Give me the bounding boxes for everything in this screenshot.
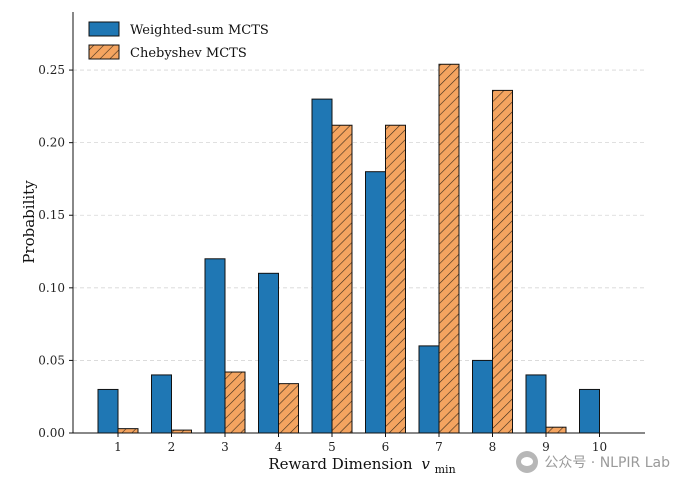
bar-weighted-6	[365, 171, 386, 434]
y-tick-label-2: 0.10	[38, 281, 65, 295]
bar-weighted-7	[418, 345, 440, 434]
bar-chebyshev-8	[492, 89, 513, 434]
bar-weighted-8	[472, 359, 493, 434]
bar-chebyshev-1	[117, 428, 139, 434]
watermark-text: 公众号 · NLPIR Lab	[544, 455, 670, 471]
bar-chebyshev-7	[438, 63, 460, 434]
bar-weighted-2	[151, 374, 172, 434]
gridlines	[73, 69, 645, 361]
y-tick-label-4: 0.20	[38, 136, 65, 150]
legend: Weighted-sum MCTS Chebyshev MCTS	[88, 21, 269, 61]
y-ticks: 0.00 0.05 0.10 0.15 0.20 0.25	[38, 63, 73, 440]
x-tick-label-2: 2	[168, 440, 176, 454]
x-axis-label-text: Reward Dimension	[268, 455, 413, 473]
x-tick-label-1: 1	[114, 440, 122, 454]
bar-weighted-1	[97, 388, 119, 434]
y-tick-label-5: 0.25	[38, 63, 65, 77]
y-tick-label-0: 0.00	[38, 426, 65, 440]
x-axis-label-var: v	[421, 455, 430, 473]
bar-chebyshev-9	[545, 426, 567, 434]
legend-swatch-weighted	[88, 21, 120, 37]
x-tick-label-5: 5	[328, 440, 336, 454]
y-tick-label-3: 0.15	[38, 208, 65, 222]
bar-weighted-9	[525, 374, 547, 434]
x-axis-label: Reward Dimension v min	[268, 455, 455, 476]
x-axis-label-sub: min	[435, 463, 456, 476]
bars	[97, 63, 600, 434]
y-axis-label: Probability	[20, 180, 38, 264]
bar-weighted-3	[204, 258, 226, 434]
x-tick-label-10: 10	[592, 440, 607, 454]
x-ticks: 1 2 3 4 5 6 7 8 9 10	[114, 433, 607, 454]
x-tick-label-6: 6	[382, 440, 390, 454]
legend-swatch-chebyshev	[88, 44, 120, 60]
wechat-icon	[516, 451, 539, 473]
legend-label-chebyshev: Chebyshev MCTS	[130, 46, 247, 61]
x-tick-label-9: 9	[542, 440, 550, 454]
x-tick-label-3: 3	[221, 440, 229, 454]
bar-weighted-4	[258, 272, 279, 434]
x-tick-label-4: 4	[275, 440, 283, 454]
x-tick-label-7: 7	[435, 440, 443, 454]
watermark: 公众号 · NLPIR Lab	[516, 451, 670, 473]
bar-chebyshev-6	[385, 124, 406, 434]
bar-weighted-5	[311, 98, 333, 434]
axes	[72, 12, 645, 434]
y-tick-label-1: 0.05	[38, 353, 65, 367]
bar-chebyshev-3	[224, 371, 246, 434]
legend-label-weighted: Weighted-sum MCTS	[130, 23, 269, 38]
bar-chebyshev-4	[278, 383, 299, 434]
x-tick-label-8: 8	[489, 440, 497, 454]
bar-weighted-10	[579, 388, 600, 434]
bar-chebyshev-5	[331, 124, 353, 434]
